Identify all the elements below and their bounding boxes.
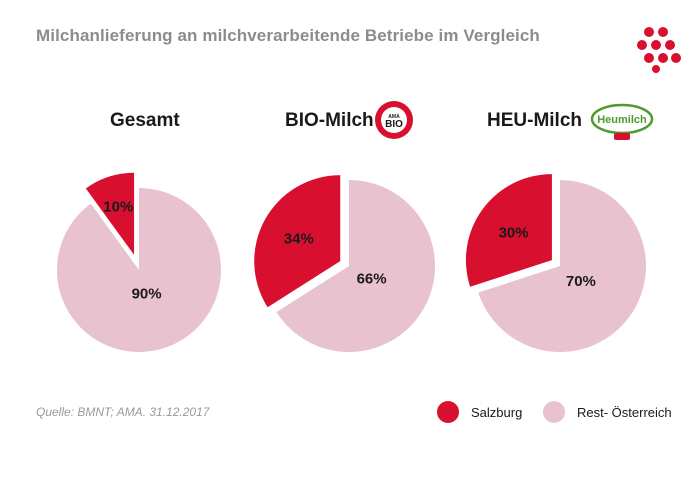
legend-swatch-salzburg	[437, 401, 459, 423]
chart-title-heu: HEU-Milch	[487, 110, 582, 131]
chart-title-bio: BIO-Milch	[285, 110, 374, 131]
legend-swatch-rest	[543, 401, 565, 423]
legend-item-rest: Rest- Österreich	[543, 401, 672, 423]
heumilch-logo-icon: Heumilch	[590, 103, 654, 140]
pie-slice-salzburg-2	[465, 174, 552, 287]
pie-label-salzburg-2: 30%	[499, 224, 529, 241]
pie-label-salzburg-0: 10%	[103, 198, 133, 215]
page-title: Milchanlieferung an milchverarbeitende B…	[36, 26, 540, 45]
pie-label-rest-2: 70%	[566, 273, 596, 290]
heumilch-logo-text: Heumilch	[597, 114, 647, 126]
pie-label-salzburg-1: 34%	[284, 230, 314, 247]
pie-slice-rest-0	[56, 188, 221, 352]
pie-slice-salzburg-0	[85, 172, 135, 255]
legend-label-salzburg: Salzburg	[471, 404, 523, 420]
pie-slice-salzburg-1	[254, 175, 341, 308]
pie-slice-rest-1	[276, 180, 436, 352]
pie-label-rest-1: 66%	[357, 270, 387, 287]
pie-label-rest-0: 90%	[132, 285, 162, 302]
bio-seal-line-1: AMA	[388, 114, 400, 120]
chart-title-gesamt: Gesamt	[110, 110, 180, 131]
legend-label-rest: Rest- Österreich	[577, 404, 672, 420]
legend-item-salzburg: Salzburg	[437, 401, 522, 423]
source-note: Quelle: BMNT; AMA. 31.12.2017	[36, 405, 210, 419]
brand-logo-icon	[637, 27, 681, 73]
ama-bio-seal-icon: AMA BIO	[375, 101, 413, 139]
bio-seal-line-2: BIO	[385, 119, 403, 130]
pie-slice-rest-2	[478, 180, 646, 352]
